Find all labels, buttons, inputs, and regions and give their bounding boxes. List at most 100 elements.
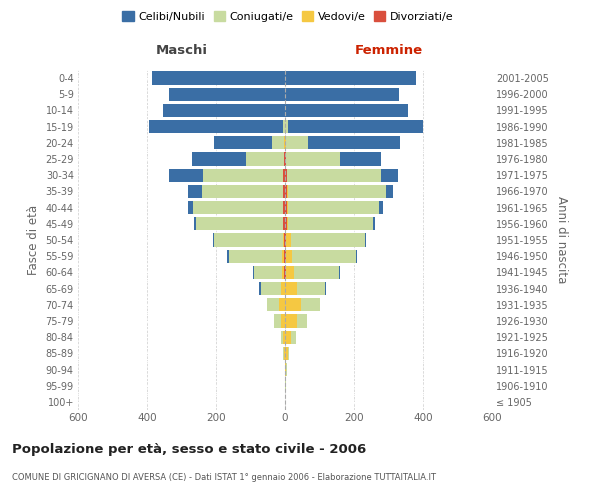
Bar — [295, 266, 339, 279]
Text: COMUNE DI GRICIGNANO DI AVERSA (CE) - Dati ISTAT 1° gennaio 2006 - Elaborazione : COMUNE DI GRICIGNANO DI AVERSA (CE) - Da… — [12, 472, 436, 482]
Bar — [212, 234, 214, 246]
Bar — [188, 201, 193, 214]
Bar — [280, 298, 284, 312]
Bar — [152, 72, 285, 85]
Bar — [289, 120, 423, 134]
Bar — [285, 330, 291, 344]
Bar — [284, 152, 285, 166]
Bar — [283, 120, 285, 134]
Legend: Celibi/Nubili, Coniugati/e, Vedovi/e, Divorziati/e: Celibi/Nubili, Coniugati/e, Vedovi/e, Di… — [119, 8, 457, 25]
Bar — [267, 298, 268, 312]
Bar — [286, 266, 295, 279]
Bar — [194, 217, 196, 230]
Bar — [284, 266, 285, 279]
Bar — [386, 185, 393, 198]
Bar — [292, 250, 356, 263]
Bar — [379, 201, 383, 214]
Bar — [285, 120, 289, 134]
Bar — [301, 298, 320, 312]
Bar — [288, 346, 289, 360]
Bar — [308, 136, 400, 149]
Bar — [373, 217, 375, 230]
Bar — [214, 136, 272, 149]
Bar — [285, 168, 287, 182]
Bar — [285, 363, 286, 376]
Bar — [380, 168, 398, 182]
Bar — [169, 88, 285, 101]
Bar — [298, 282, 325, 295]
Text: Maschi: Maschi — [155, 44, 208, 57]
Y-axis label: Anni di nascita: Anni di nascita — [556, 196, 568, 284]
Bar — [285, 234, 286, 246]
Bar — [149, 120, 283, 134]
Bar — [284, 234, 285, 246]
Bar — [285, 72, 416, 85]
Bar — [284, 346, 285, 360]
Bar — [286, 234, 290, 246]
Bar — [297, 314, 307, 328]
Bar — [281, 314, 284, 328]
Bar — [289, 217, 373, 230]
Bar — [286, 104, 408, 117]
Bar — [325, 282, 326, 295]
Y-axis label: Fasce di età: Fasce di età — [27, 205, 40, 275]
Bar — [286, 136, 308, 149]
Bar — [253, 266, 254, 279]
Bar — [281, 330, 283, 344]
Bar — [268, 298, 280, 312]
Bar — [287, 185, 288, 198]
Bar — [288, 185, 386, 198]
Bar — [287, 217, 289, 230]
Bar — [285, 346, 288, 360]
Bar — [365, 234, 367, 246]
Bar — [283, 346, 284, 360]
Bar — [283, 330, 285, 344]
Bar — [202, 185, 283, 198]
Bar — [169, 168, 203, 182]
Bar — [285, 185, 287, 198]
Bar — [286, 250, 292, 263]
Bar — [259, 282, 260, 295]
Bar — [340, 152, 381, 166]
Bar — [287, 201, 288, 214]
Bar — [286, 282, 298, 295]
Bar — [339, 266, 340, 279]
Bar — [192, 152, 245, 166]
Bar — [286, 363, 287, 376]
Bar — [285, 250, 286, 263]
Bar — [260, 282, 281, 295]
Bar — [196, 217, 283, 230]
Bar — [285, 152, 286, 166]
Text: Femmine: Femmine — [355, 44, 422, 57]
Bar — [285, 217, 287, 230]
Bar — [285, 266, 286, 279]
Bar — [193, 201, 283, 214]
Bar — [356, 250, 358, 263]
Bar — [229, 250, 282, 263]
Bar — [227, 250, 229, 263]
Bar — [214, 234, 283, 246]
Bar — [285, 314, 297, 328]
Bar — [282, 250, 284, 263]
Bar — [283, 185, 285, 198]
Bar — [283, 217, 285, 230]
Bar — [274, 314, 281, 328]
Bar — [281, 266, 284, 279]
Bar — [281, 282, 284, 295]
Bar — [285, 201, 287, 214]
Bar — [163, 104, 285, 117]
Text: Popolazione per età, sesso e stato civile - 2006: Popolazione per età, sesso e stato civil… — [12, 442, 366, 456]
Bar — [203, 168, 283, 182]
Bar — [285, 88, 399, 101]
Bar — [287, 168, 380, 182]
Bar — [245, 152, 284, 166]
Bar — [272, 136, 284, 149]
Bar — [286, 152, 340, 166]
Bar — [254, 266, 281, 279]
Bar — [291, 330, 296, 344]
Bar — [288, 201, 379, 214]
Bar — [285, 298, 301, 312]
Bar — [290, 234, 365, 246]
Bar — [188, 185, 202, 198]
Bar — [283, 168, 285, 182]
